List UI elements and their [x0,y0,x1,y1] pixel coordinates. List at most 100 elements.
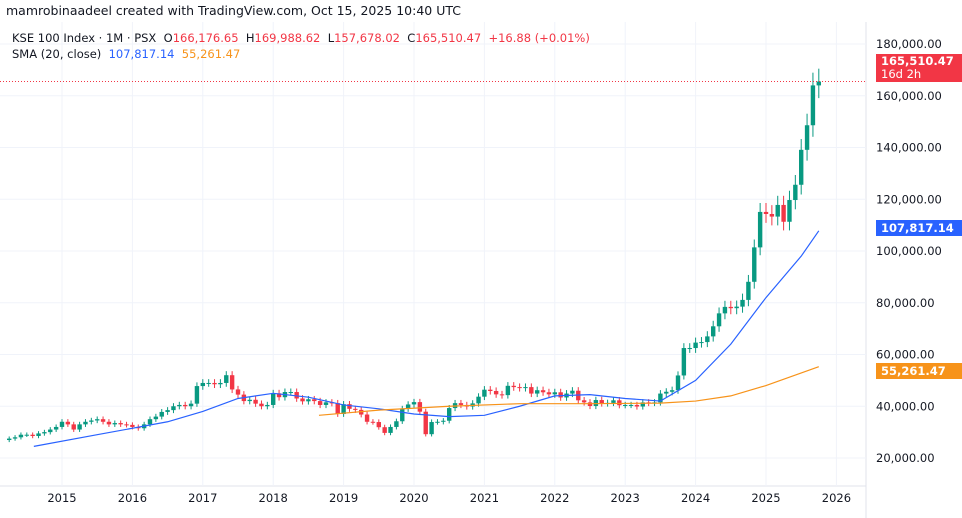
candle-body [159,411,164,417]
y-tick-label: 80,000.00 [876,296,935,310]
candle-body [341,404,346,415]
candle-body [593,400,599,406]
close-label: C [407,31,416,45]
candle-body [106,421,112,425]
ohlc-row: KSE 100 Index · 1M · PSX O166,176.65 H16… [12,30,590,46]
candle-body [435,421,440,423]
candle-body [206,382,211,384]
candle-body [370,421,376,423]
x-tick-label: 2022 [540,491,569,505]
candle-body [12,437,18,439]
candle-body [517,387,522,389]
candle-body [699,342,704,344]
candle-body [728,306,733,309]
candle-body [77,424,82,430]
sma1-line [33,230,820,447]
candle-body [124,424,129,426]
candle-body [194,386,200,404]
candle-body [493,390,499,395]
candle-body [253,399,258,404]
candle-body [212,382,217,385]
candle-body [259,403,264,407]
candle-body [617,400,622,406]
candle-body [7,438,12,441]
candle-body [42,432,47,434]
candle-body [71,424,76,430]
candle-body [288,392,293,394]
candle-body [65,421,71,425]
candle-body [153,416,159,420]
candle-body [423,411,428,435]
candle-body [347,404,352,409]
candle-body [552,392,557,395]
candle-body [658,393,663,403]
candle-body [816,81,821,86]
candle-body [229,375,235,390]
y-tick-label: 100,000.00 [876,244,942,258]
legend: KSE 100 Index · 1M · PSX O166,176.65 H16… [12,30,590,62]
symbol-label[interactable]: KSE 100 Index · 1M · PSX [12,31,157,45]
candle-body [734,306,739,309]
price-tag: 165,510.47 16d 2h [876,54,962,82]
candle-body [83,421,88,425]
candle-body [705,336,710,343]
candle-body [130,424,135,427]
candle-body [458,403,464,405]
candle-body [247,399,252,402]
candle-body [224,375,229,383]
sma2-value: 55,261.47 [181,47,241,61]
candle-body [447,408,452,421]
candle-body [611,400,616,403]
x-tick-label: 2024 [681,491,710,505]
y-tick-label: 120,000.00 [876,192,942,206]
candle-body [183,404,188,407]
candle-body [312,399,317,402]
candle-body [36,433,41,437]
candle-body [89,420,94,422]
candle-body [675,375,681,391]
candle-body [540,390,546,393]
y-tick-label: 20,000.00 [876,451,935,465]
candle-body [781,204,786,222]
candle-body [523,387,528,389]
candle-body [499,394,505,396]
candle-body [218,382,223,385]
candle-body [388,426,393,433]
candle-body [640,402,645,407]
candle-body [482,389,487,397]
candle-body [599,400,604,404]
candle-body [535,390,540,394]
candle-body [364,414,370,422]
candle-body [740,299,745,307]
candle-body [417,402,423,412]
x-tick-label: 2026 [822,491,851,505]
candle-body [488,389,493,391]
y-tick-label: 160,000.00 [876,89,942,103]
candle-body [353,408,358,410]
sma1-value: 107,817.14 [108,47,175,61]
x-tick-label: 2020 [399,491,428,505]
y-tick-label: 140,000.00 [876,141,942,155]
x-tick-label: 2025 [751,491,780,505]
sma-label[interactable]: SMA (20, close) [12,47,102,61]
candle-body [335,403,340,415]
candle-body [722,306,728,314]
x-tick-label: 2015 [47,491,76,505]
candle-body [799,149,804,185]
candle-body [300,398,305,402]
candle-body [376,422,381,428]
y-tick-label: 40,000.00 [876,399,935,413]
candle-body [769,213,775,217]
candle-body [188,403,194,407]
candle-body [505,385,511,396]
candle-body [171,406,176,411]
candle-body [711,326,716,337]
sma2-tag: 55,261.47 [876,363,962,379]
candle-body [529,387,534,394]
candle-body [59,421,65,427]
candle-body [317,401,323,405]
high-label: H [245,31,255,45]
candle-body [693,342,698,349]
candle-body [294,392,299,399]
